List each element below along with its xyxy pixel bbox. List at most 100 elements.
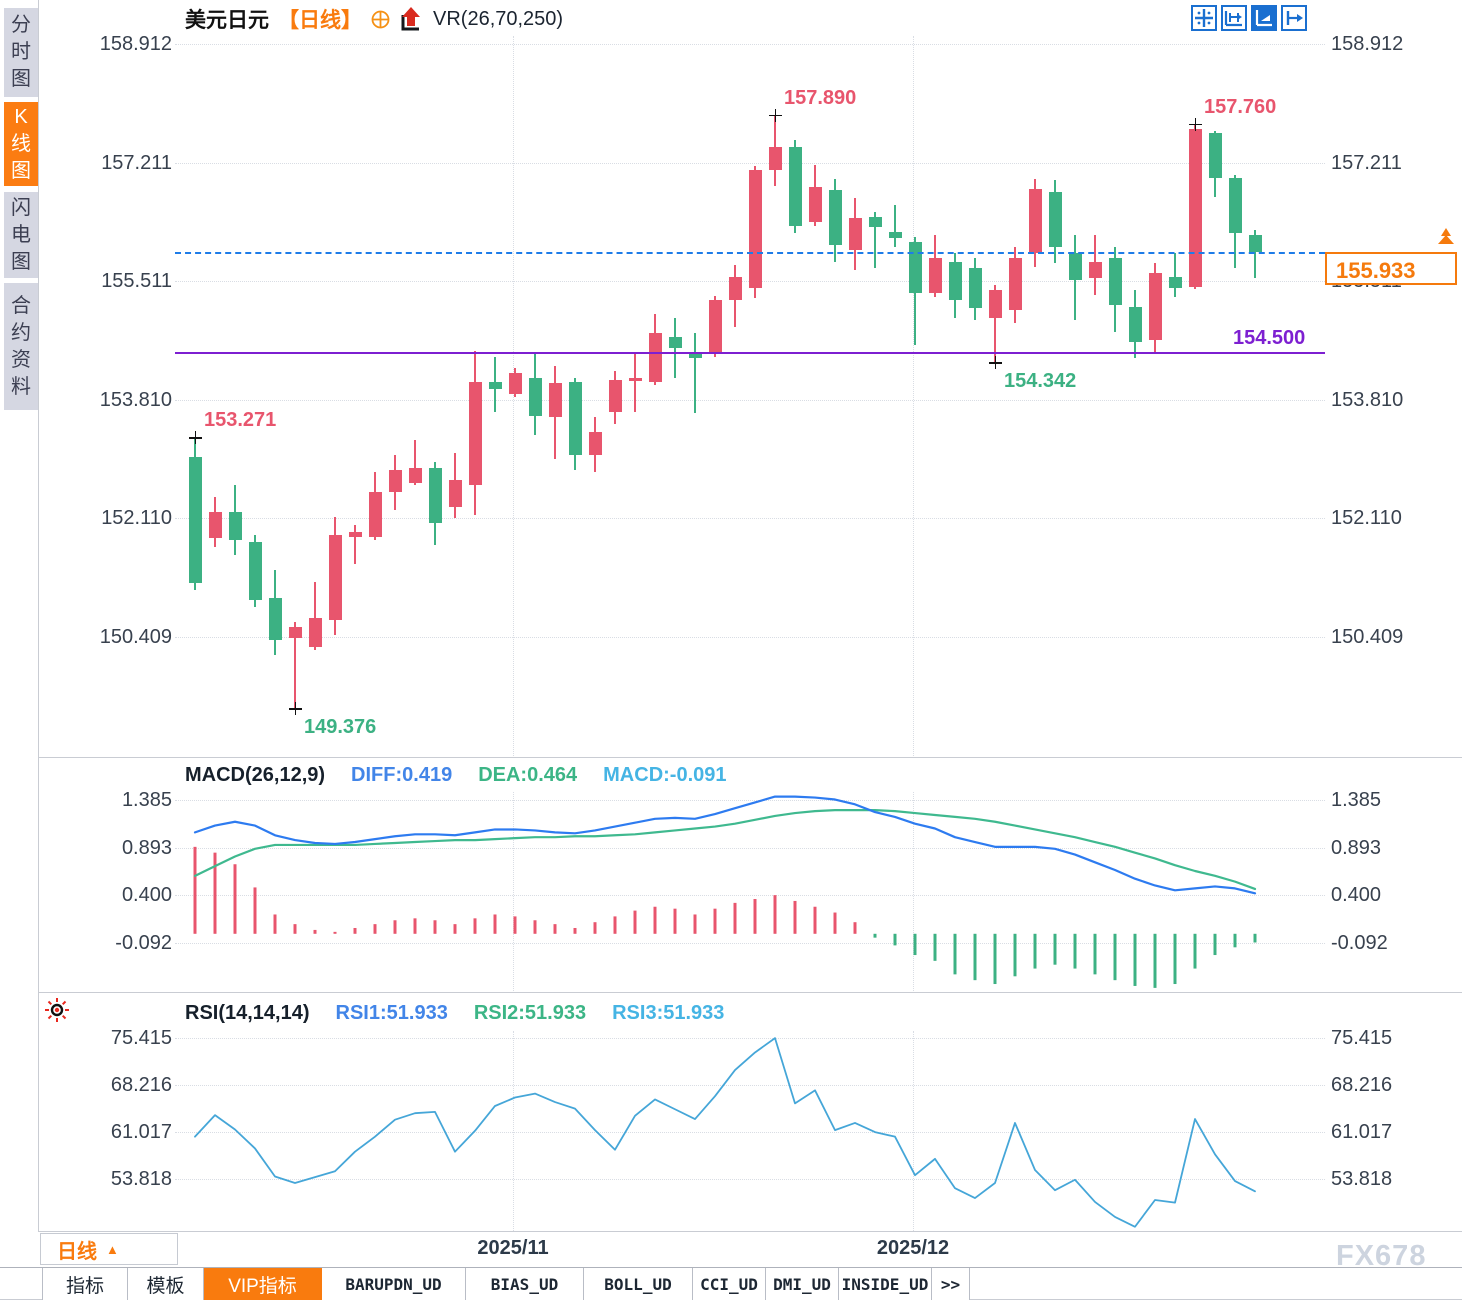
macd-hist-value: MACD:-0.091 <box>603 764 727 786</box>
price-tick-left: 153.810 <box>99 388 172 411</box>
candle-body <box>509 373 522 394</box>
candle-body <box>809 187 822 222</box>
bottom-tab-dmi-ud[interactable]: DMI_UD <box>766 1268 839 1300</box>
month-gridline <box>913 792 914 991</box>
red-up-arrow-icon[interactable] <box>399 6 424 32</box>
alert-sun-icon[interactable] <box>44 997 70 1023</box>
bottom-tab-cci-ud[interactable]: CCI_UD <box>693 1268 766 1300</box>
main-gridline <box>175 399 1325 401</box>
price-tick-left: 157.211 <box>101 151 172 174</box>
price-marker-cross <box>1188 117 1202 131</box>
candle-body <box>269 597 282 640</box>
rsi-tick-left: 68.216 <box>110 1073 172 1096</box>
candle-body <box>429 468 442 524</box>
bottom-tab-barupdn-ud[interactable]: BARUPDN_UD <box>322 1268 466 1300</box>
price-annotation: 154.342 <box>1004 369 1077 392</box>
rsi-tick-left: 53.818 <box>110 1167 172 1190</box>
price-tick-right: 157.211 <box>1331 151 1402 174</box>
support-line[interactable] <box>175 351 1325 354</box>
candle-body <box>1129 307 1142 342</box>
sidebar-tab-4[interactable]: 合约资料 <box>4 283 38 410</box>
candle-body <box>569 382 582 455</box>
rsi-tick-right: 61.017 <box>1331 1120 1393 1143</box>
sidebar-tab-3[interactable]: 闪电图 <box>4 192 38 278</box>
main-gridline <box>175 44 1325 45</box>
price-annotation: 157.760 <box>1204 96 1277 119</box>
macd-tick-right: 0.893 <box>1331 836 1382 859</box>
rsi-tick-right: 68.216 <box>1331 1073 1393 1096</box>
macd-gridline <box>175 847 1325 849</box>
candle-body <box>1069 253 1082 280</box>
crosshair-move-icon[interactable] <box>1191 5 1217 31</box>
price-tick-right: 152.110 <box>1331 507 1402 530</box>
candle-body <box>489 382 502 389</box>
triangle-up-icon: ▲ <box>106 1241 119 1257</box>
bottom-tab-指标[interactable]: 指标 <box>42 1268 128 1300</box>
macd-panel-divider <box>38 757 1462 758</box>
auto-scale-icon[interactable] <box>1251 5 1277 31</box>
x-axis-scale-icon[interactable] <box>1221 5 1247 31</box>
main-gridline <box>175 162 1325 164</box>
period-tag[interactable]: 【日线】 <box>278 9 362 32</box>
candle-body <box>909 242 922 294</box>
month-gridline <box>913 36 914 756</box>
price-marker-cross <box>288 702 302 716</box>
candle-body <box>729 277 742 301</box>
price-tick-right: 158.912 <box>1331 33 1404 55</box>
support-line-label: 154.500 <box>1233 327 1306 349</box>
bottom-tab-boll-ud[interactable]: BOLL_UD <box>584 1268 693 1300</box>
indicator-tab-bar: 指标 模板 VIP指标 BARUPDN_UD BIAS_UD BOLL_UD CCI_UD D… <box>0 1267 1462 1300</box>
x-axis-label-nov: 2025/11 <box>477 1237 549 1259</box>
candle-body <box>709 300 722 352</box>
bottom-tab-vip指标[interactable]: VIP指标 <box>204 1268 322 1300</box>
bottom-tab-inside-ud[interactable]: INSIDE_UD <box>839 1268 932 1300</box>
xaxis-divider <box>38 1231 1462 1232</box>
pan-right-icon[interactable] <box>1281 5 1307 31</box>
last-price-badge: 155.933 <box>1325 252 1457 285</box>
price-marker-cross <box>768 108 782 122</box>
price-annotation: 153.271 <box>204 409 277 432</box>
candle-body <box>649 332 662 383</box>
candle-body <box>1169 277 1182 289</box>
candle-body <box>209 512 222 538</box>
rsi-title: RSI(14,14,14) <box>185 1002 310 1024</box>
macd-tick-left: 1.385 <box>121 789 172 811</box>
candle-body <box>949 261 962 301</box>
period-selector[interactable]: 日线 ▲ <box>40 1233 178 1265</box>
candle-body <box>529 378 542 416</box>
candle-wick <box>874 212 876 268</box>
sidebar-tab-1[interactable]: 分时图 <box>4 8 38 97</box>
candle-body <box>929 258 942 294</box>
bottom-tab-模板[interactable]: 模板 <box>128 1268 204 1300</box>
candle-body <box>669 337 682 349</box>
macd-gridline <box>175 800 1325 801</box>
chart-title-bar: 美元日元 【日线】 VR(26,70,250) <box>185 5 563 33</box>
month-gridline <box>513 792 514 991</box>
candle-body <box>789 146 802 227</box>
main-gridline <box>175 636 1325 638</box>
candle-body <box>309 618 322 647</box>
price-up-arrow-icon <box>1434 228 1458 252</box>
candle-wick <box>354 525 356 564</box>
candle-wick <box>994 285 996 363</box>
candle-body <box>1189 128 1202 287</box>
overlay-indicator-label: VR(26,70,250) <box>433 7 564 30</box>
price-tick-left: 152.110 <box>101 507 172 530</box>
price-tick-right: 150.409 <box>1331 625 1404 648</box>
candle-body <box>1109 258 1122 305</box>
candle-body <box>849 217 862 250</box>
candle-body <box>1249 235 1262 252</box>
rsi-tick-left: 61.017 <box>110 1120 172 1143</box>
x-axis-label-dec: 2025/12 <box>876 1237 950 1259</box>
rsi-panel-divider <box>38 992 1462 993</box>
candle-body <box>869 217 882 227</box>
candle-body <box>1009 257 1022 310</box>
bottom-tab-bias-ud[interactable]: BIAS_UD <box>466 1268 584 1300</box>
circle-plus-icon[interactable] <box>371 10 390 29</box>
macd-gridline <box>175 942 1325 944</box>
bottom-tab--[interactable]: >> <box>932 1268 970 1300</box>
candle-wick <box>634 353 636 413</box>
macd-header: MACD(26,12,9) DIFF:0.419 DEA:0.464 MACD:… <box>185 764 727 787</box>
price-annotation: 149.376 <box>304 715 377 738</box>
